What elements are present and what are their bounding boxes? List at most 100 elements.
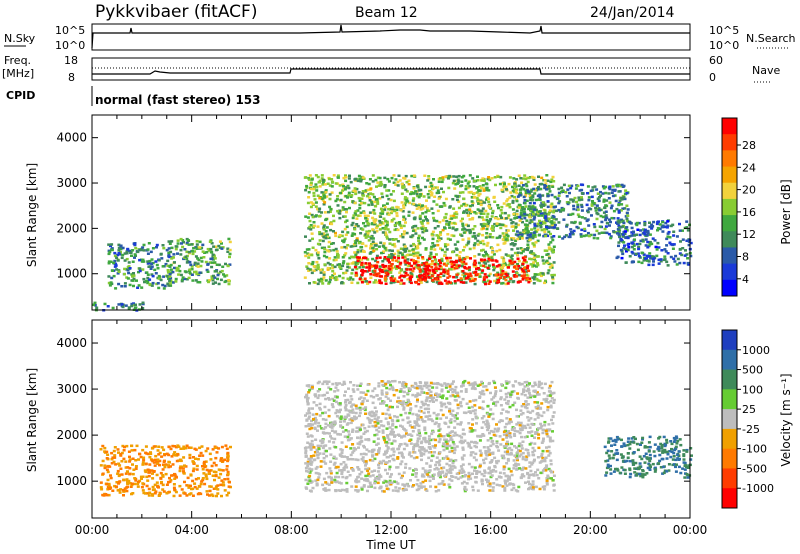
echo-cell: [399, 209, 403, 212]
echo-cell: [542, 411, 546, 414]
echo-cell: [317, 421, 321, 425]
echo-cell: [597, 207, 601, 210]
echo-cell: [481, 184, 485, 187]
echo-cell: [335, 198, 339, 201]
echo-cell: [193, 447, 197, 451]
echo-cell: [430, 274, 434, 277]
echo-cell: [666, 252, 670, 255]
echo-cell: [543, 222, 547, 225]
echo-cell: [321, 183, 325, 186]
echo-cell: [164, 262, 168, 266]
echo-cell: [122, 494, 125, 497]
echo-cell: [308, 268, 312, 271]
echo-cell: [401, 253, 405, 257]
echo-cell: [158, 463, 161, 467]
echo-cell: [532, 178, 536, 181]
echo-cell: [452, 207, 456, 210]
echo-cell: [160, 257, 164, 260]
echo-cell: [399, 269, 403, 272]
echo-cell: [331, 264, 334, 267]
echo-cell: [461, 469, 465, 473]
echo-cell: [378, 447, 381, 450]
echo-cell: [681, 238, 685, 241]
echo-cell: [442, 263, 446, 266]
echo-cell: [105, 482, 109, 486]
echo-cell: [546, 474, 550, 477]
echo-cell: [549, 204, 553, 207]
echo-cell: [448, 410, 451, 413]
nave-tick-top: 60: [709, 54, 723, 67]
echo-cell: [411, 229, 415, 232]
echo-cell: [498, 236, 501, 239]
echo-cell: [514, 189, 518, 193]
echo-cell: [655, 248, 659, 251]
echo-cell: [433, 263, 437, 266]
echo-cell: [205, 477, 209, 481]
echo-cell: [418, 434, 422, 437]
echo-cell: [596, 237, 600, 240]
echo-cell: [228, 240, 232, 244]
echo-cell: [500, 216, 503, 219]
echo-cell: [208, 485, 212, 488]
echo-cell: [626, 243, 630, 246]
echo-cell: [334, 278, 338, 282]
echo-cell: [345, 210, 348, 214]
echo-cell: [202, 462, 206, 465]
echo-cell: [450, 262, 454, 265]
echo-cell: [665, 237, 669, 241]
echo-cell: [99, 486, 103, 489]
echo-cell: [412, 187, 416, 190]
echo-cell: [381, 431, 385, 434]
echo-cell: [394, 425, 398, 429]
echo-cell: [397, 266, 401, 270]
echo-cell: [499, 226, 503, 230]
echo-cell: [166, 269, 170, 272]
echo-cell: [371, 401, 375, 405]
echo-cell: [654, 245, 658, 249]
echo-cell: [195, 487, 199, 490]
echo-cell: [417, 195, 421, 199]
echo-cell: [550, 178, 554, 181]
nsky-frame: [91, 23, 691, 51]
echo-cell: [443, 254, 446, 257]
echo-cell: [165, 483, 169, 486]
echo-cell: [353, 211, 357, 215]
echo-cell: [497, 420, 501, 424]
echo-cell: [316, 194, 320, 197]
echo-cell: [460, 234, 464, 237]
echo-cell: [146, 479, 150, 482]
echo-cell: [100, 488, 104, 491]
echo-cell: [643, 223, 647, 227]
echo-cell: [357, 241, 361, 245]
echo-cell: [147, 487, 151, 491]
echo-cell: [521, 237, 524, 240]
echo-cell: [487, 176, 491, 179]
echo-cell: [472, 261, 476, 265]
echo-cell: [177, 273, 181, 276]
echo-cell: [103, 302, 107, 306]
echo-cell: [422, 195, 426, 198]
echo-cell: [131, 492, 135, 495]
echo-cell: [151, 247, 155, 250]
echo-cell: [221, 265, 225, 268]
echo-cell: [145, 492, 149, 495]
echo-cell: [525, 184, 529, 188]
echo-cell: [481, 239, 485, 243]
echo-cell: [398, 400, 402, 403]
echo-cell: [195, 243, 199, 246]
echo-cell: [309, 463, 313, 466]
echo-cell: [671, 247, 675, 250]
echo-cell: [362, 210, 366, 213]
echo-cell: [548, 209, 552, 212]
echo-cell: [496, 445, 500, 449]
echo-cell: [374, 281, 378, 284]
echo-cell: [322, 254, 326, 258]
echo-cell: [173, 445, 176, 448]
echo-cell: [179, 248, 183, 252]
echo-cell: [625, 204, 629, 207]
echo-cell: [328, 193, 332, 196]
echo-cell: [497, 278, 500, 282]
echo-cell: [540, 176, 544, 180]
echo-cell: [552, 273, 556, 277]
